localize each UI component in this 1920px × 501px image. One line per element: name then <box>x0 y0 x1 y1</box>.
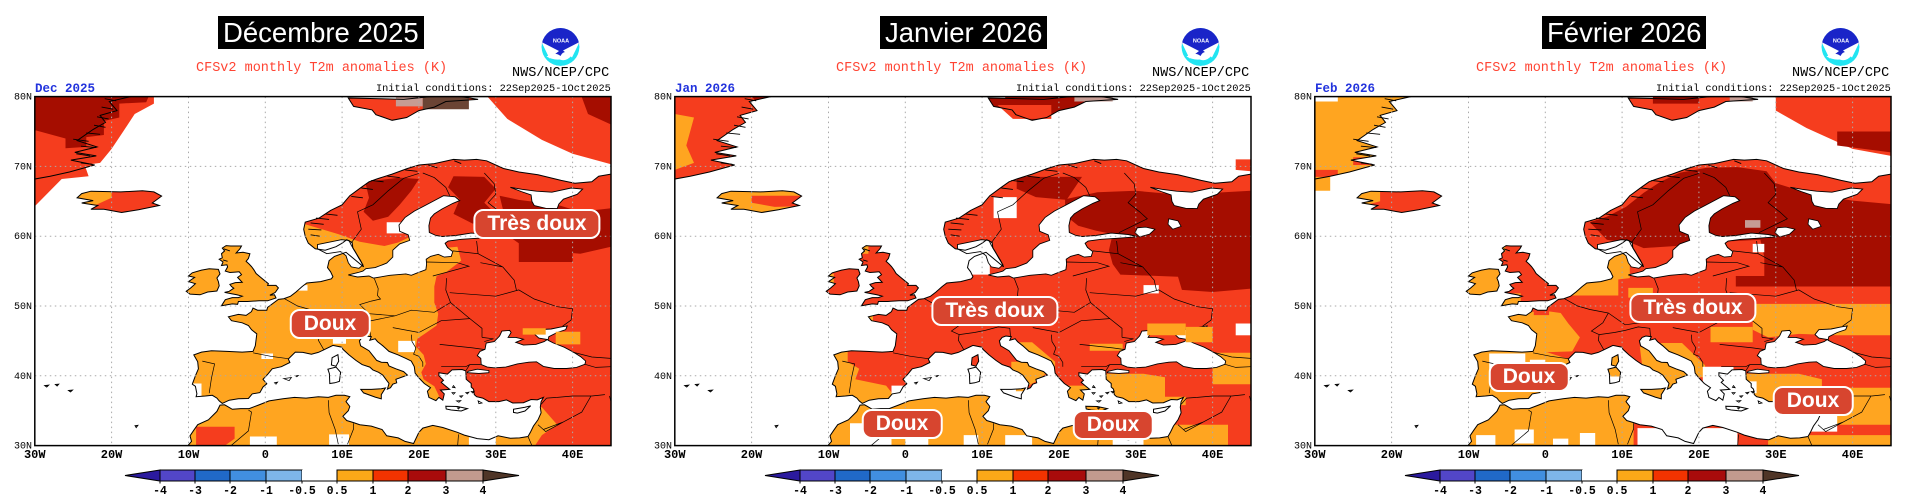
svg-text:40N: 40N <box>14 372 32 383</box>
svg-text:30E: 30E <box>485 448 507 462</box>
svg-text:60N: 60N <box>654 232 672 243</box>
svg-text:0: 0 <box>902 448 909 462</box>
svg-text:50N: 50N <box>14 302 32 313</box>
svg-text:0: 0 <box>262 448 269 462</box>
svg-text:80N: 80N <box>1294 93 1312 104</box>
svg-text:30W: 30W <box>1304 448 1326 462</box>
svg-text:60N: 60N <box>14 232 32 243</box>
svg-text:20E: 20E <box>408 448 430 462</box>
svg-text:10W: 10W <box>818 448 840 462</box>
svg-text:30W: 30W <box>664 448 686 462</box>
svg-text:40N: 40N <box>654 372 672 383</box>
svg-text:10E: 10E <box>971 448 993 462</box>
svg-text:20W: 20W <box>741 448 763 462</box>
svg-text:10W: 10W <box>1458 448 1480 462</box>
svg-text:70N: 70N <box>654 162 672 173</box>
svg-text:40E: 40E <box>1202 448 1224 462</box>
svg-text:40E: 40E <box>1842 448 1864 462</box>
svg-text:10W: 10W <box>178 448 200 462</box>
svg-text:40N: 40N <box>1294 372 1312 383</box>
svg-text:30N: 30N <box>654 442 672 453</box>
svg-text:30W: 30W <box>24 448 46 462</box>
svg-text:30E: 30E <box>1765 448 1787 462</box>
svg-text:30N: 30N <box>1294 442 1312 453</box>
svg-text:10E: 10E <box>331 448 353 462</box>
svg-text:20W: 20W <box>1381 448 1403 462</box>
svg-text:0: 0 <box>1542 448 1549 462</box>
svg-text:20E: 20E <box>1688 448 1710 462</box>
svg-text:50N: 50N <box>1294 302 1312 313</box>
svg-text:80N: 80N <box>14 93 32 104</box>
svg-text:30N: 30N <box>14 442 32 453</box>
svg-text:40E: 40E <box>562 448 584 462</box>
svg-text:60N: 60N <box>1294 232 1312 243</box>
svg-text:30E: 30E <box>1125 448 1147 462</box>
svg-text:80N: 80N <box>654 93 672 104</box>
svg-text:70N: 70N <box>1294 162 1312 173</box>
svg-text:10E: 10E <box>1611 448 1633 462</box>
svg-text:70N: 70N <box>14 162 32 173</box>
svg-text:20E: 20E <box>1048 448 1070 462</box>
svg-text:20W: 20W <box>101 448 123 462</box>
svg-text:50N: 50N <box>654 302 672 313</box>
